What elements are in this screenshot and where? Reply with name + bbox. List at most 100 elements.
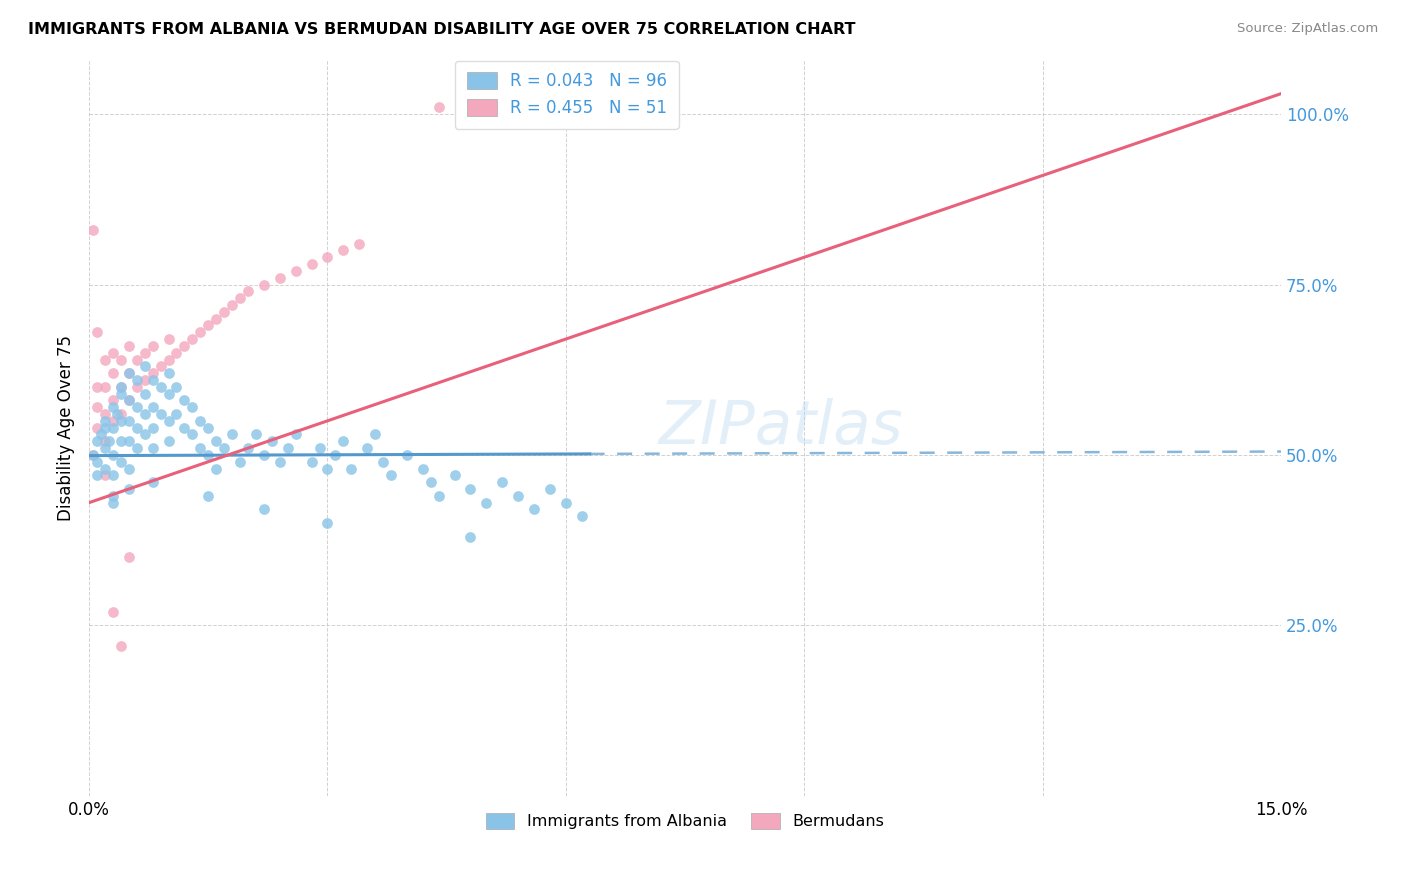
Point xyxy=(205,434,228,449)
Point xyxy=(491,475,513,490)
Point xyxy=(538,482,561,496)
Point xyxy=(395,448,418,462)
Point xyxy=(325,448,347,462)
Point xyxy=(284,427,307,442)
Point xyxy=(101,345,124,359)
Point xyxy=(86,401,108,415)
Point xyxy=(90,427,112,442)
Point xyxy=(142,339,165,353)
Point xyxy=(110,352,132,367)
Point xyxy=(94,461,117,475)
Point xyxy=(101,448,124,462)
Point xyxy=(157,332,180,346)
Point xyxy=(101,414,124,428)
Point xyxy=(157,352,180,367)
Point xyxy=(197,448,219,462)
Point xyxy=(142,373,165,387)
Point xyxy=(197,318,219,333)
Point xyxy=(118,339,141,353)
Point xyxy=(571,509,593,524)
Point xyxy=(157,366,180,380)
Point xyxy=(205,311,228,326)
Point xyxy=(149,407,172,421)
Point xyxy=(157,434,180,449)
Point xyxy=(134,345,156,359)
Point xyxy=(125,373,148,387)
Point xyxy=(212,441,235,455)
Point xyxy=(97,434,120,449)
Point xyxy=(142,420,165,434)
Point xyxy=(86,325,108,339)
Point xyxy=(118,434,141,449)
Point xyxy=(205,461,228,475)
Point xyxy=(86,420,108,434)
Point xyxy=(134,386,156,401)
Point xyxy=(94,420,117,434)
Point xyxy=(157,386,180,401)
Point xyxy=(253,502,276,516)
Point xyxy=(508,489,530,503)
Point xyxy=(364,427,387,442)
Point xyxy=(229,291,252,305)
Point xyxy=(94,380,117,394)
Point xyxy=(212,305,235,319)
Point xyxy=(253,277,276,292)
Point xyxy=(101,393,124,408)
Point xyxy=(188,325,211,339)
Point xyxy=(221,427,243,442)
Text: Source: ZipAtlas.com: Source: ZipAtlas.com xyxy=(1237,22,1378,36)
Point xyxy=(101,420,124,434)
Point xyxy=(236,441,259,455)
Point xyxy=(125,420,148,434)
Point xyxy=(166,380,188,394)
Point xyxy=(118,482,141,496)
Point xyxy=(269,270,291,285)
Point xyxy=(142,441,165,455)
Point xyxy=(86,468,108,483)
Point xyxy=(101,366,124,380)
Point xyxy=(301,455,323,469)
Point xyxy=(94,414,117,428)
Point xyxy=(166,407,188,421)
Point xyxy=(82,448,104,462)
Point xyxy=(94,352,117,367)
Point xyxy=(110,386,132,401)
Point xyxy=(125,380,148,394)
Point xyxy=(253,448,276,462)
Point xyxy=(94,441,117,455)
Point xyxy=(101,489,124,503)
Point xyxy=(316,516,339,530)
Point xyxy=(101,401,124,415)
Point xyxy=(149,359,172,374)
Point xyxy=(316,461,339,475)
Point xyxy=(166,345,188,359)
Point xyxy=(118,461,141,475)
Point xyxy=(308,441,330,455)
Point xyxy=(221,298,243,312)
Point xyxy=(173,393,195,408)
Point xyxy=(134,407,156,421)
Point xyxy=(105,407,128,421)
Point xyxy=(94,407,117,421)
Point xyxy=(181,332,204,346)
Point xyxy=(110,407,132,421)
Point xyxy=(419,475,441,490)
Point xyxy=(125,441,148,455)
Point xyxy=(229,455,252,469)
Point xyxy=(284,264,307,278)
Point xyxy=(110,380,132,394)
Point xyxy=(332,244,354,258)
Point xyxy=(181,401,204,415)
Point xyxy=(427,489,450,503)
Point xyxy=(142,475,165,490)
Text: IMMIGRANTS FROM ALBANIA VS BERMUDAN DISABILITY AGE OVER 75 CORRELATION CHART: IMMIGRANTS FROM ALBANIA VS BERMUDAN DISA… xyxy=(28,22,856,37)
Point xyxy=(301,257,323,271)
Point xyxy=(340,461,363,475)
Point xyxy=(371,455,394,469)
Point xyxy=(142,366,165,380)
Point xyxy=(118,414,141,428)
Point xyxy=(157,414,180,428)
Point xyxy=(94,468,117,483)
Point xyxy=(101,496,124,510)
Point xyxy=(460,482,482,496)
